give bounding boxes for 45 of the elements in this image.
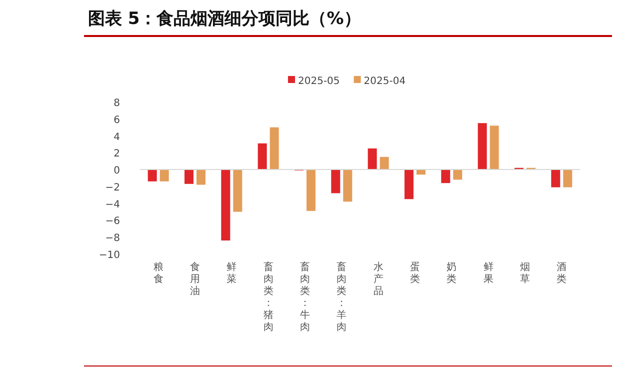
bar: [258, 143, 267, 170]
bar: [196, 170, 206, 185]
bar: [331, 170, 340, 194]
bar: [551, 170, 560, 188]
bar: [233, 170, 242, 212]
bar: [270, 127, 279, 170]
x-tick-label: 鲜果: [483, 261, 494, 285]
x-tick-label: 畜肉类：羊肉: [336, 261, 347, 333]
x-tick-label: 奶类: [446, 262, 457, 285]
bar: [148, 170, 157, 182]
bar: [368, 148, 377, 170]
x-tick-label: 食用油: [190, 261, 200, 297]
bar: [441, 170, 450, 184]
y-tick-label: −4: [105, 199, 120, 210]
legend-label: 2025-04: [364, 76, 406, 87]
bar: [380, 156, 389, 170]
y-tick-label: 8: [114, 98, 120, 109]
x-tick-label: 酒类: [556, 261, 567, 285]
bar: [160, 170, 169, 182]
bar: [404, 170, 414, 200]
x-tick-label: 烟草: [520, 261, 530, 285]
y-tick-label: −8: [105, 233, 120, 244]
bar: [563, 170, 572, 188]
y-tick-label: −2: [105, 182, 120, 194]
x-tick-label: 粮食: [153, 261, 164, 285]
bar: [343, 170, 352, 202]
bar: [478, 123, 487, 170]
y-tick-label: 2: [114, 148, 120, 160]
x-tick-label: 畜肉类：猪肉: [263, 261, 274, 333]
y-tick-label: −10: [98, 250, 120, 261]
bar: [306, 170, 316, 211]
y-tick-label: 0: [114, 166, 120, 177]
bar: [221, 170, 230, 240]
legend-label: 2025-05: [298, 76, 340, 87]
y-tick-label: 4: [114, 132, 120, 143]
bar: [184, 170, 194, 184]
x-tick-label: 蛋类: [410, 261, 420, 285]
x-tick-label: 畜肉类：牛肉: [300, 261, 310, 333]
y-tick-label: 6: [114, 114, 120, 126]
chart-title: 图表 5：食品烟酒细分项同比（%）: [88, 9, 361, 29]
x-tick-label: 鲜菜: [226, 261, 237, 285]
y-tick-label: −6: [105, 216, 120, 228]
bar: [490, 126, 499, 170]
x-tick-label: 水产品: [373, 261, 384, 297]
bar: [453, 170, 462, 180]
